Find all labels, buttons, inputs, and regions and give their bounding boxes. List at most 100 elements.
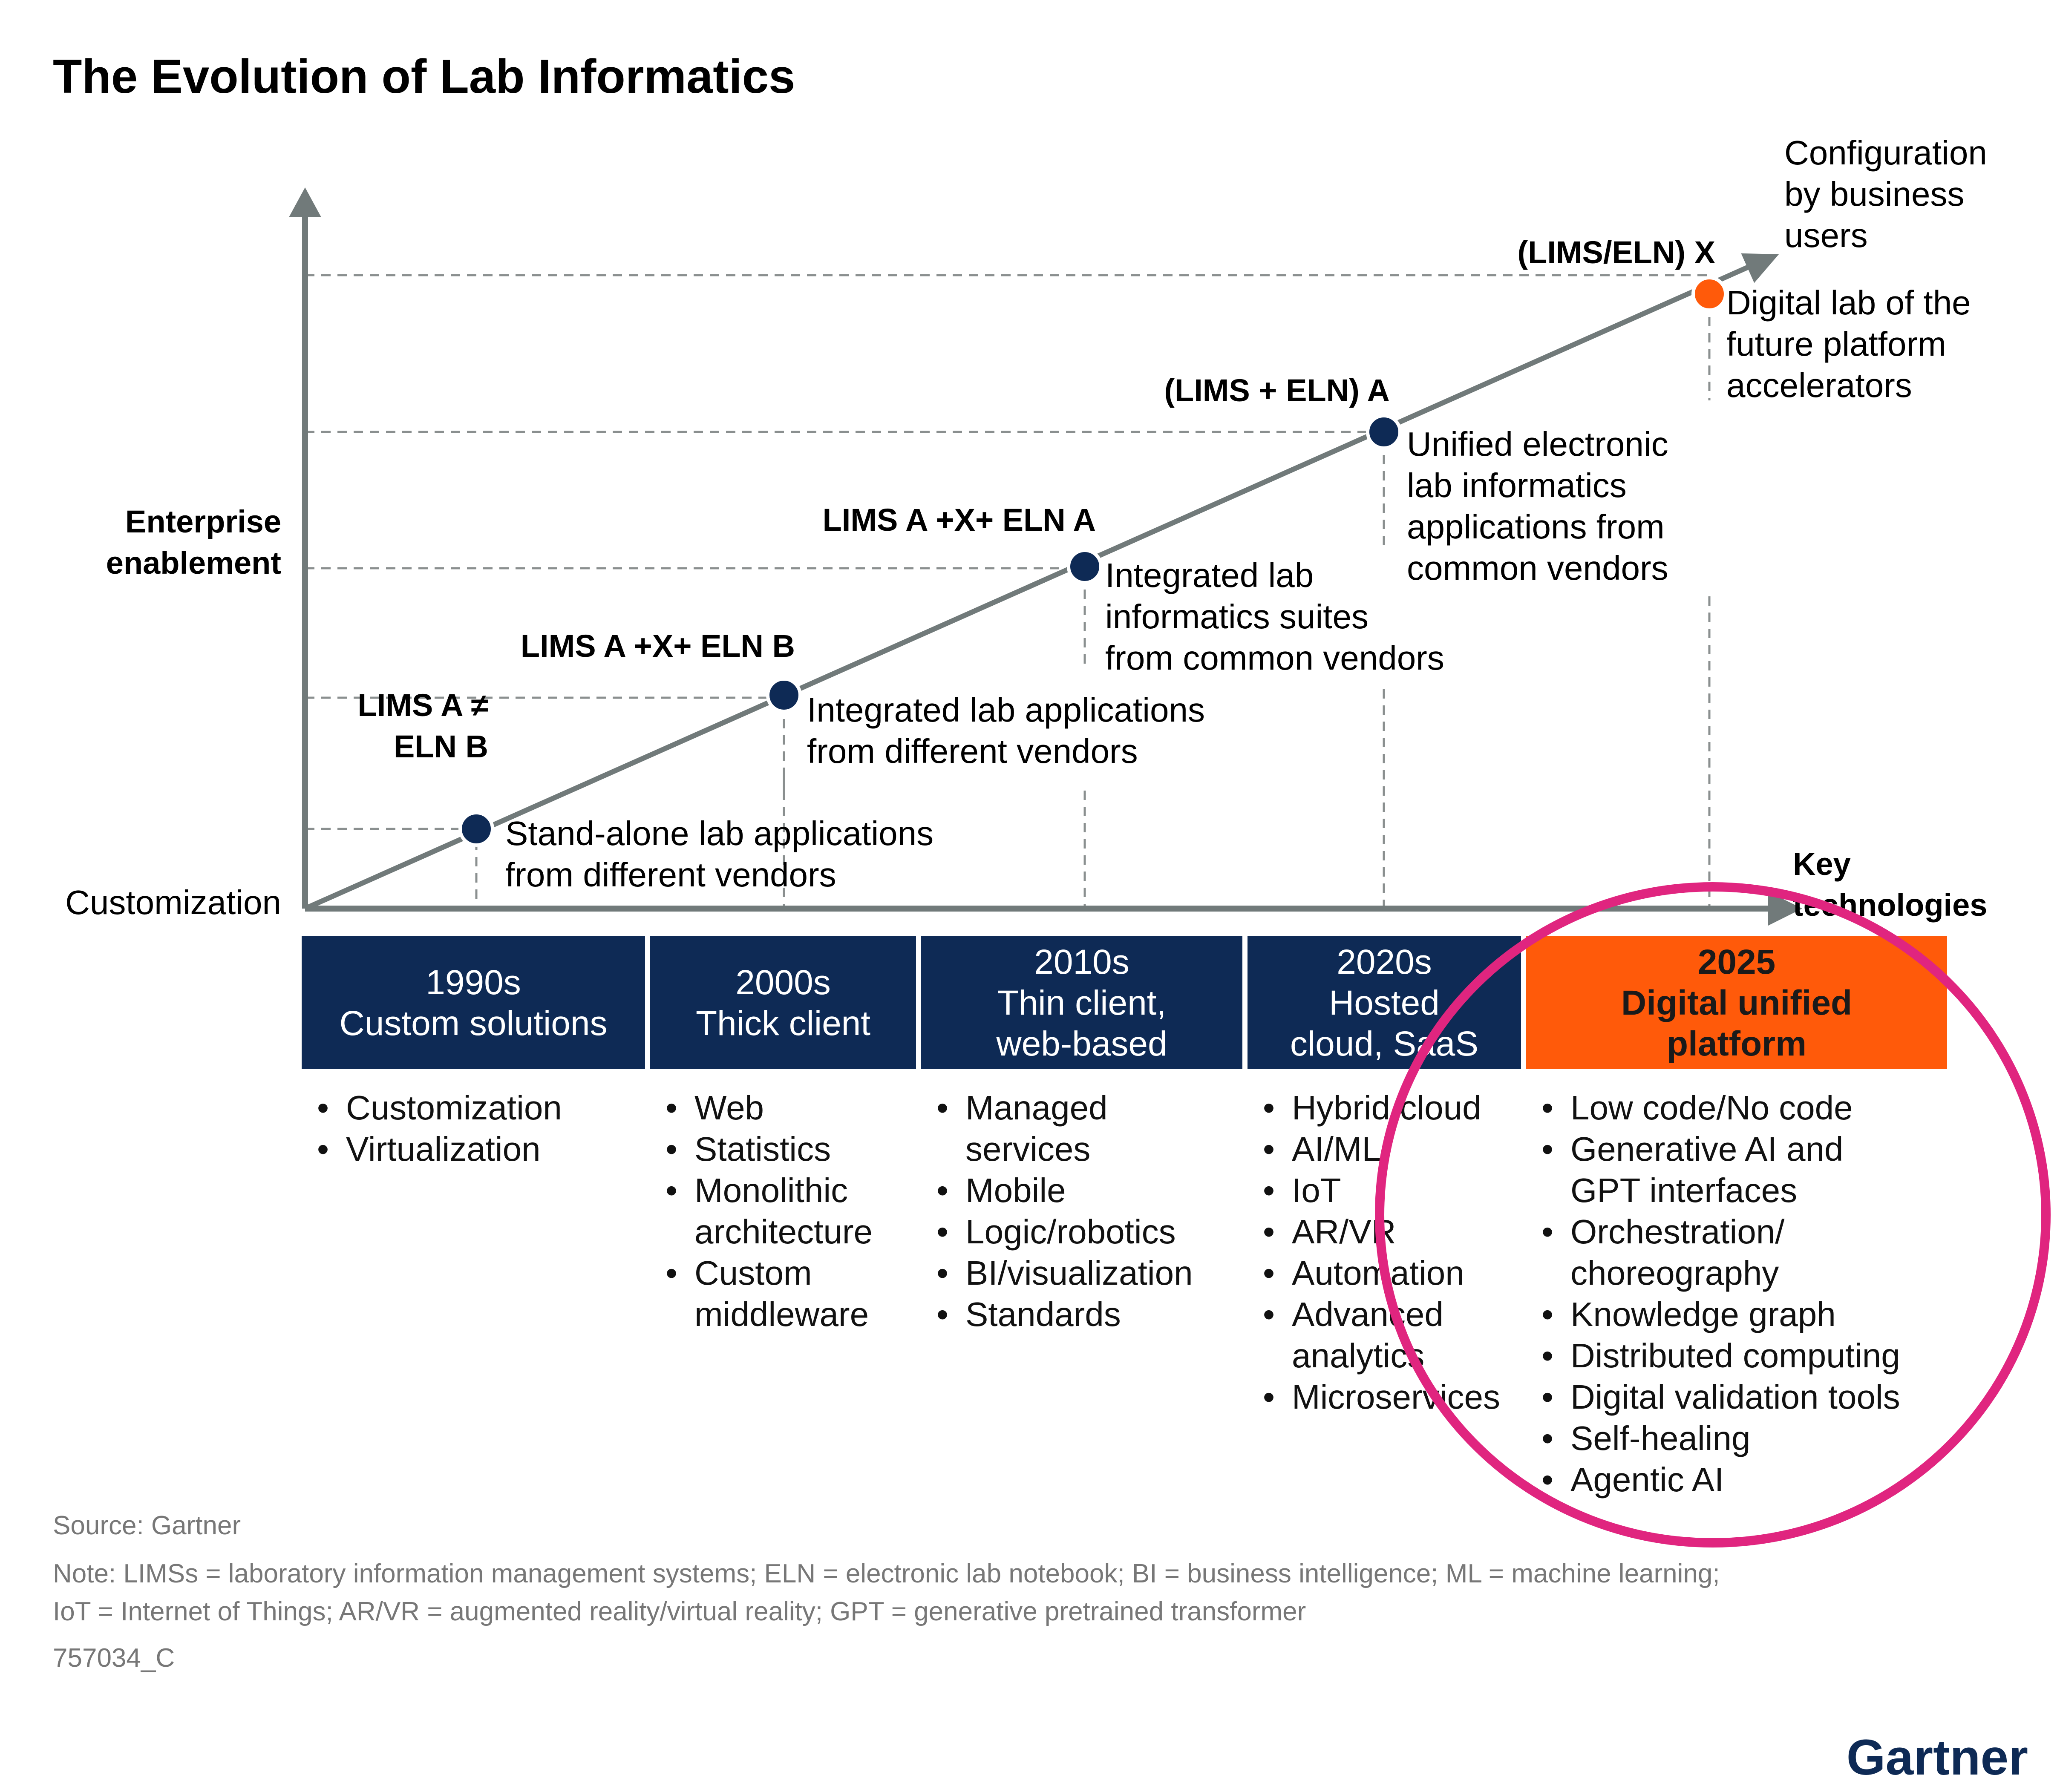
top-right-note: users: [1784, 216, 1868, 254]
technology-item: services: [965, 1130, 1090, 1168]
y-axis-label: enablement: [106, 545, 281, 581]
era-heading: 2000s: [735, 963, 830, 1002]
footer: Source: Gartner Note: LIMSs = laboratory …: [53, 1511, 2028, 1786]
milestone-description: accelerators: [1726, 366, 1912, 404]
bullet: •: [1541, 1378, 1553, 1416]
milestone-description: applications from: [1407, 508, 1665, 546]
footnote: Note: LIMSs = laboratory information man…: [53, 1559, 1720, 1588]
milestone-dot-future: [1691, 276, 1727, 312]
bullet: •: [1541, 1089, 1553, 1127]
milestone-description: Stand-alone lab applications: [505, 814, 933, 852]
technology-item: Custom: [694, 1254, 812, 1292]
milestone-description: lab informatics: [1407, 466, 1627, 504]
bullet: •: [1541, 1419, 1553, 1457]
bullet: •: [936, 1089, 948, 1127]
era-heading: platform: [1667, 1024, 1806, 1063]
milestone-description: from common vendors: [1105, 639, 1444, 677]
milestone-label: LIMS A +X+ ELN B: [521, 628, 795, 664]
highlight-circle: [1375, 882, 2051, 1548]
technology-item: Automation: [1292, 1254, 1464, 1292]
bullet: •: [666, 1089, 677, 1127]
era-heading: Thin client,: [997, 984, 1167, 1022]
era-header: [302, 936, 645, 1069]
era-heading: 1990s: [426, 963, 521, 1002]
bullet: •: [1541, 1295, 1553, 1333]
technology-item: BI/visualization: [965, 1254, 1193, 1292]
era-heading: 2020s: [1337, 943, 1432, 981]
technology-item: Distributed computing: [1570, 1337, 1900, 1375]
bullet: •: [1263, 1171, 1275, 1209]
era-header: [1248, 936, 1521, 1069]
era-heading: 2010s: [1034, 943, 1129, 981]
milestone-description: from different vendors: [505, 856, 836, 894]
milestone-dot: [1366, 414, 1402, 450]
bullet: •: [317, 1130, 329, 1168]
milestone-description: Integrated lab applications: [807, 691, 1205, 729]
technology-item: architecture: [694, 1213, 873, 1251]
highlight-ring: [1375, 882, 2051, 1548]
era-heading: Custom solutions: [340, 1004, 608, 1043]
trend-line-arrowhead: [1741, 253, 1779, 283]
bullet: •: [1263, 1295, 1275, 1333]
technology-item: Managed: [965, 1089, 1108, 1127]
milestone-label: LIMS A ≠: [358, 687, 488, 723]
technology-item: Customization: [346, 1089, 562, 1127]
era-heading: cloud, SaaS: [1290, 1024, 1478, 1063]
top-right-note: by business: [1784, 175, 1964, 213]
footnote: IoT = Internet of Things; AR/VR = augmen…: [53, 1597, 1306, 1626]
milestone-description: Integrated lab: [1105, 556, 1314, 594]
bullet: •: [1263, 1089, 1275, 1127]
technology-item: Logic/robotics: [965, 1213, 1176, 1251]
bullet: •: [936, 1295, 948, 1333]
milestone-dot: [1067, 549, 1103, 584]
bullet: •: [666, 1130, 677, 1168]
gartner-logo: Gartner: [1847, 1729, 2028, 1786]
bullet: •: [1263, 1130, 1275, 1168]
era-heading: Thick client: [696, 1004, 870, 1043]
top-right-note: Configuration: [1784, 134, 1987, 172]
technology-item: Self-healing: [1570, 1419, 1751, 1457]
technology-item: Agentic AI: [1570, 1461, 1724, 1499]
bullet: •: [936, 1171, 948, 1209]
figure-id: 757034_C: [53, 1643, 175, 1673]
technology-item: choreography: [1570, 1254, 1779, 1292]
technology-item: Statistics: [694, 1130, 831, 1168]
bullet: •: [936, 1213, 948, 1251]
era-header-highlight: [1526, 936, 1947, 1069]
era-heading: Hosted: [1329, 984, 1440, 1022]
technology-item: Orchestration/: [1570, 1213, 1785, 1251]
milestone-description: Unified electronic: [1407, 425, 1668, 463]
bullet: •: [1541, 1213, 1553, 1251]
technology-item: Mobile: [965, 1171, 1066, 1209]
y-axis-arrowhead: [289, 187, 321, 217]
guide-lines: [305, 274, 1711, 909]
bullet: •: [666, 1254, 677, 1292]
technology-item: Knowledge graph: [1570, 1295, 1836, 1333]
milestone-dot: [766, 677, 802, 713]
technology-item: middleware: [694, 1295, 869, 1333]
axis-labels: EnterpriseenablementCustomizationKeytech…: [65, 134, 1987, 923]
technology-item: Digital validation tools: [1570, 1378, 1900, 1416]
bullet: •: [666, 1171, 677, 1209]
milestone-label: (LIMS/ELN) X: [1517, 235, 1715, 270]
milestone-label: LIMS A +X+ ELN A: [823, 502, 1096, 538]
milestone-description: future platform: [1726, 325, 1946, 363]
milestone-description: common vendors: [1407, 549, 1668, 587]
era-header: [921, 936, 1242, 1069]
bullet: •: [1541, 1130, 1553, 1168]
milestone-label: (LIMS + ELN) A: [1164, 373, 1390, 408]
origin-label: Customization: [65, 883, 281, 921]
technology-item: Low code/No code: [1570, 1089, 1853, 1127]
technology-item: Virtualization: [346, 1130, 541, 1168]
technology-item: Generative AI and: [1570, 1130, 1843, 1168]
milestones: LIMS A ≠ ELN B Stand-alone lab application…: [358, 235, 1971, 894]
technology-item: AI/ML: [1292, 1130, 1381, 1168]
era-header: [650, 936, 916, 1069]
bullet: •: [1263, 1378, 1275, 1416]
technology-item: Microservices: [1292, 1378, 1500, 1416]
technology-item: Hybrid cloud: [1292, 1089, 1481, 1127]
milestone-dot: [458, 811, 494, 847]
trend-line: [304, 263, 1752, 911]
